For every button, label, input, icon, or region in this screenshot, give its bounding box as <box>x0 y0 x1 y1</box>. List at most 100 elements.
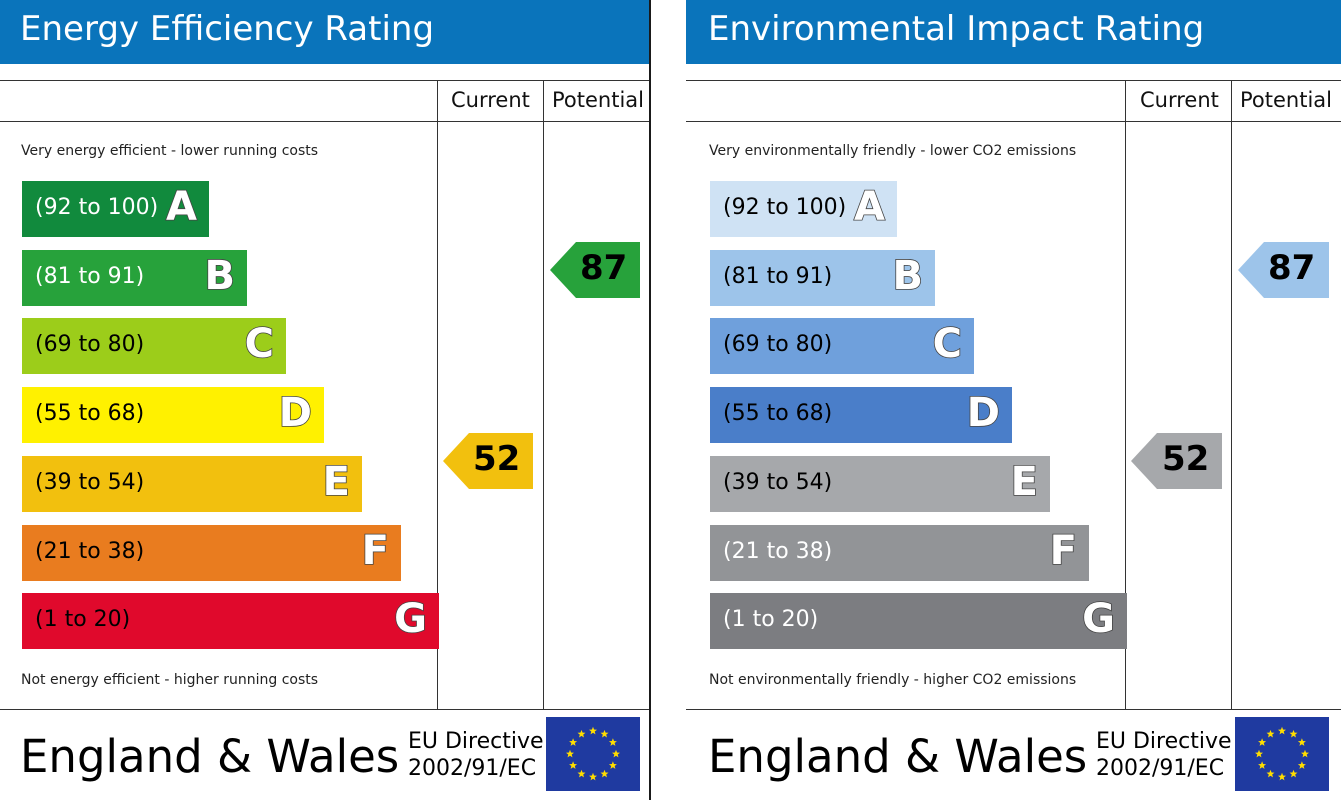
divider <box>543 80 544 709</box>
rating-band-e: (39 to 54) E <box>710 456 1050 512</box>
star-icon <box>612 749 620 758</box>
rating-band-e: (39 to 54) E <box>22 456 362 512</box>
divider <box>0 80 649 81</box>
band-range: (81 to 91) <box>35 264 145 289</box>
star-icon <box>600 729 609 738</box>
band-letter: F <box>361 527 390 575</box>
rating-band-d: (55 to 68) D <box>22 387 324 443</box>
arrow-shape <box>1238 242 1329 298</box>
star-icon <box>1301 749 1309 758</box>
band-range: (39 to 54) <box>35 470 145 495</box>
rating-band-c: (69 to 80) C <box>22 318 286 374</box>
band-range: (92 to 100) <box>35 195 159 220</box>
top-note: Very energy efficient - lower running co… <box>21 143 319 159</box>
potential-column-header: Potential <box>552 88 644 112</box>
directive-label: EU Directive 2002/91/EC <box>1096 728 1232 782</box>
star-icon <box>1278 772 1286 781</box>
divider <box>686 80 1341 81</box>
star-icon <box>600 769 609 778</box>
energy-efficiency-chart: Energy Efficiency Rating Current Potenti… <box>0 0 649 800</box>
top-note: Very environmentally friendly - lower CO… <box>709 143 1077 159</box>
potential-rating-value: 87 <box>1268 248 1316 288</box>
band-range: (21 to 38) <box>35 539 145 564</box>
rating-band-b: (81 to 91) B <box>22 250 247 306</box>
band-letter: G <box>1081 595 1115 643</box>
directive-line-1: EU Directive <box>1096 729 1232 754</box>
divider <box>686 121 1341 122</box>
divider <box>1231 80 1232 709</box>
star-icon <box>569 738 578 746</box>
eu-stars <box>566 726 620 781</box>
chart-header: Energy Efficiency Rating <box>0 0 649 64</box>
eu-flag-icon <box>546 717 640 791</box>
band-letter: A <box>165 183 198 231</box>
divider <box>686 709 1341 710</box>
star-icon <box>1297 761 1306 769</box>
eu-flag-icon <box>1235 717 1329 791</box>
eu-stars <box>1255 726 1309 781</box>
divider <box>437 80 438 709</box>
band-letter: F <box>1049 527 1078 575</box>
environmental-impact-chart: Environmental Impact Rating Current Pote… <box>686 0 1341 800</box>
band-letter: A <box>853 183 886 231</box>
chart-header: Environmental Impact Rating <box>686 0 1341 64</box>
band-letter: G <box>393 595 427 643</box>
band-range: (69 to 80) <box>723 332 833 357</box>
current-rating-value: 52 <box>473 439 521 479</box>
star-icon <box>569 761 578 769</box>
band-letter: D <box>966 389 1001 437</box>
rating-band-g: (1 to 20) G <box>22 593 439 649</box>
potential-rating-value: 87 <box>580 248 628 288</box>
band-range: (92 to 100) <box>723 195 847 220</box>
band-letter: D <box>278 389 313 437</box>
current-rating-value: 52 <box>1162 439 1210 479</box>
star-icon <box>1266 769 1275 778</box>
star-icon <box>589 772 597 781</box>
current-column-header: Current <box>451 88 530 112</box>
rating-band-f: (21 to 38) F <box>710 525 1089 581</box>
star-icon <box>1258 761 1267 769</box>
band-range: (55 to 68) <box>35 401 145 426</box>
rating-band-f: (21 to 38) F <box>22 525 401 581</box>
directive-line-2: 2002/91/EC <box>408 756 537 781</box>
arrow-shape <box>550 242 640 298</box>
rating-band-a: (92 to 100) A <box>710 181 897 237</box>
directive-label: EU Directive 2002/91/EC <box>408 728 544 782</box>
region-label: England & Wales <box>708 730 1088 783</box>
potential-column-header: Potential <box>1240 88 1332 112</box>
rating-band-c: (69 to 80) C <box>710 318 974 374</box>
rating-band-g: (1 to 20) G <box>710 593 1127 649</box>
directive-line-1: EU Directive <box>408 729 544 754</box>
arrow-shape <box>1131 433 1222 489</box>
band-letter: C <box>244 320 275 368</box>
star-icon <box>1297 738 1306 746</box>
band-range: (69 to 80) <box>35 332 145 357</box>
star-icon <box>1266 729 1275 738</box>
band-letter: B <box>204 252 236 300</box>
band-range: (39 to 54) <box>723 470 833 495</box>
divider <box>1125 80 1126 709</box>
star-icon <box>566 749 574 758</box>
rating-band-d: (55 to 68) D <box>710 387 1012 443</box>
star-icon <box>1258 738 1267 746</box>
star-icon <box>1289 729 1298 738</box>
star-icon <box>1289 769 1298 778</box>
rating-band-a: (92 to 100) A <box>22 181 209 237</box>
arrow-shape <box>443 433 533 489</box>
chart-title: Energy Efficiency Rating <box>20 9 435 49</box>
chart-title: Environmental Impact Rating <box>708 9 1205 49</box>
band-range: (81 to 91) <box>723 264 833 289</box>
star-icon <box>1278 726 1286 735</box>
rating-band-b: (81 to 91) B <box>710 250 935 306</box>
band-range: (55 to 68) <box>723 401 833 426</box>
star-icon <box>577 729 586 738</box>
band-letter: C <box>932 320 963 368</box>
star-icon <box>608 738 617 746</box>
band-range: (21 to 38) <box>723 539 833 564</box>
band-letter: E <box>1010 458 1039 506</box>
panel-separator <box>649 0 686 800</box>
star-icon <box>608 761 617 769</box>
band-letter: B <box>892 252 924 300</box>
divider <box>0 709 649 710</box>
star-icon <box>1255 749 1263 758</box>
